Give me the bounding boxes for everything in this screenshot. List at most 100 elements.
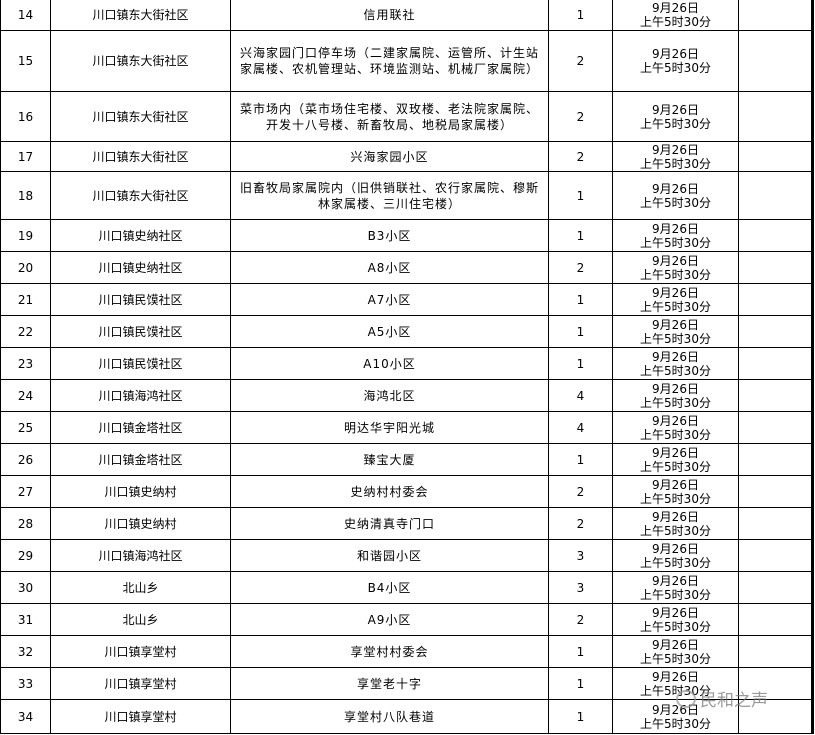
community-cell: 北山乡 (50, 603, 231, 636)
row-number: 27 (0, 475, 51, 508)
time-text: 上午5时30分 (640, 395, 711, 410)
location-cell: 臻宝大厦 (230, 443, 549, 476)
community-cell: 川口镇东大街社区 (50, 141, 231, 172)
row-number: 29 (0, 539, 51, 572)
time-cell: 9月26日 上午5时30分 (612, 571, 739, 604)
time-text: 上午5时30分 (640, 331, 711, 346)
time-text: 上午5时30分 (640, 116, 711, 131)
remarks-cell (738, 507, 814, 540)
date-text: 9月26日 (652, 285, 699, 300)
row-number: 25 (0, 411, 51, 444)
date-text: 9月26日 (652, 413, 699, 428)
count-cell: 2 (548, 603, 613, 636)
location-cell: 菜市场内（菜市场住宅楼、双玫楼、老法院家属院、开发十八号楼、新畜牧局、地税局家属… (230, 91, 549, 142)
community-cell: 川口镇东大街社区 (50, 0, 231, 31)
remarks-cell (738, 539, 814, 572)
time-text: 上午5时30分 (640, 299, 711, 314)
table-row: 22 川口镇民馍社区 A5小区 1 9月26日 上午5时30分 (0, 315, 814, 348)
community-cell: 川口镇民馍社区 (50, 283, 231, 316)
date-text: 9月26日 (652, 142, 699, 157)
remarks-cell (738, 571, 814, 604)
row-number: 19 (0, 219, 51, 252)
table-row: 24 川口镇海鸿社区 海鸿北区 4 9月26日 上午5时30分 (0, 379, 814, 412)
time-cell: 9月26日 上午5时30分 (612, 507, 739, 540)
table-row: 19 川口镇史纳社区 B3小区 1 9月26日 上午5时30分 (0, 219, 814, 252)
time-text: 上午5时30分 (640, 235, 711, 250)
location-cell: 兴海家园门口停车场（二建家属院、运管所、计生站家属楼、农机管理站、环境监测站、机… (230, 30, 549, 92)
count-cell: 2 (548, 30, 613, 92)
date-text: 9月26日 (652, 349, 699, 364)
time-cell: 9月26日 上午5时30分 (612, 443, 739, 476)
time-cell: 9月26日 上午5时30分 (612, 539, 739, 572)
count-cell: 1 (548, 699, 613, 734)
count-cell: 1 (548, 347, 613, 380)
table-row: 14 川口镇东大街社区 信用联社 1 9月26日 上午5时30分 (0, 0, 814, 31)
time-text: 上午5时30分 (640, 15, 711, 29)
location-cell: 信用联社 (230, 0, 549, 31)
count-cell: 1 (548, 443, 613, 476)
community-cell: 川口镇海鸿社区 (50, 379, 231, 412)
table-row: 32 川口镇享堂村 享堂村村委会 1 9月26日 上午5时30分 (0, 635, 814, 668)
date-text: 9月26日 (652, 47, 699, 61)
community-cell: 川口镇史纳村 (50, 475, 231, 508)
location-cell: A8小区 (230, 251, 549, 284)
remarks-cell (738, 283, 814, 316)
wechat-icon (676, 689, 696, 708)
community-cell: 川口镇东大街社区 (50, 30, 231, 92)
time-cell: 9月26日 上午5时30分 (612, 0, 739, 31)
count-cell: 1 (548, 219, 613, 252)
location-cell: 享堂村村委会 (230, 635, 549, 668)
table-row: 28 川口镇史纳村 史纳清真寺门口 2 9月26日 上午5时30分 (0, 507, 814, 540)
date-text: 9月26日 (652, 317, 699, 332)
date-text: 9月26日 (652, 1, 699, 15)
date-text: 9月26日 (652, 477, 699, 492)
row-number: 22 (0, 315, 51, 348)
table-row: 21 川口镇民馍社区 A7小区 1 9月26日 上午5时30分 (0, 283, 814, 316)
time-text: 上午5时30分 (640, 363, 711, 378)
location-cell: 享堂老十字 (230, 667, 549, 700)
location-cell: A5小区 (230, 315, 549, 348)
row-number: 15 (0, 30, 51, 92)
time-text: 上午5时30分 (640, 619, 711, 634)
watermark: 民和之声 (676, 686, 768, 711)
community-cell: 北山乡 (50, 571, 231, 604)
community-cell: 川口镇享堂村 (50, 635, 231, 668)
location-cell: 和谐园小区 (230, 539, 549, 572)
remarks-cell (738, 411, 814, 444)
row-number: 26 (0, 443, 51, 476)
time-text: 上午5时30分 (640, 555, 711, 570)
count-cell: 4 (548, 379, 613, 412)
location-cell: A7小区 (230, 283, 549, 316)
row-number: 28 (0, 507, 51, 540)
date-text: 9月26日 (652, 669, 699, 684)
remarks-cell (738, 379, 814, 412)
community-cell: 川口镇享堂村 (50, 667, 231, 700)
time-text: 上午5时30分 (640, 195, 711, 210)
watermark-text: 民和之声 (700, 691, 768, 711)
community-cell: 川口镇东大街社区 (50, 91, 231, 142)
community-cell: 川口镇史纳社区 (50, 219, 231, 252)
location-cell: 享堂村八队巷道 (230, 699, 549, 734)
time-cell: 9月26日 上午5时30分 (612, 171, 739, 220)
date-text: 9月26日 (652, 102, 699, 117)
time-text: 上午5时30分 (640, 587, 711, 602)
time-text: 上午5时30分 (640, 427, 711, 442)
date-text: 9月26日 (652, 381, 699, 396)
community-cell: 川口镇史纳村 (50, 507, 231, 540)
count-cell: 4 (548, 411, 613, 444)
row-number: 33 (0, 667, 51, 700)
row-number: 23 (0, 347, 51, 380)
table-row: 31 北山乡 A9小区 2 9月26日 上午5时30分 (0, 603, 814, 636)
location-cell: 海鸿北区 (230, 379, 549, 412)
row-number: 32 (0, 635, 51, 668)
count-cell: 2 (548, 91, 613, 142)
date-text: 9月26日 (652, 509, 699, 524)
remarks-cell (738, 30, 814, 92)
location-cell: 史纳清真寺门口 (230, 507, 549, 540)
community-cell: 川口镇民馍社区 (50, 347, 231, 380)
date-text: 9月26日 (652, 221, 699, 236)
count-cell: 2 (548, 251, 613, 284)
community-cell: 川口镇金塔社区 (50, 443, 231, 476)
time-text: 上午5时30分 (640, 61, 711, 75)
date-text: 9月26日 (652, 605, 699, 620)
